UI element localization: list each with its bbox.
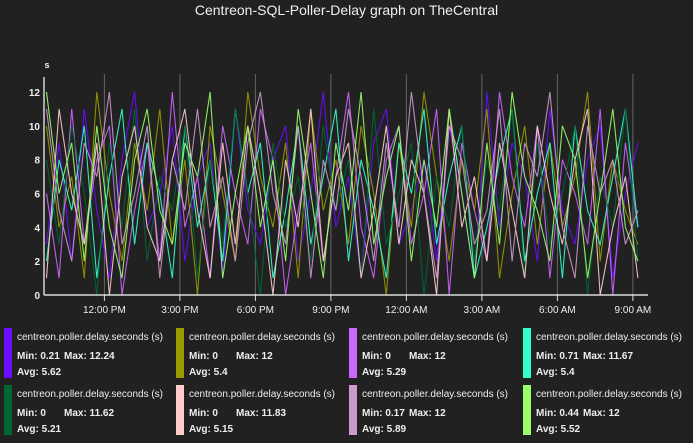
legend-max: Max: 12.24 [64, 351, 115, 362]
legend-color-swatch [176, 328, 184, 378]
legend-series-name: centreon.poller.delay.seconds (s) [17, 389, 164, 400]
legend-color-swatch [523, 328, 531, 378]
legend-series-name: centreon.poller.delay.seconds (s) [189, 389, 336, 400]
legend-series-name: centreon.poller.delay.seconds (s) [362, 389, 509, 400]
legend-max: Max: 12 [583, 408, 620, 419]
y-tick-label: 0 [34, 291, 40, 302]
x-tick-label: 12:00 PM [83, 305, 126, 316]
legend-series-name: centreon.poller.delay.seconds (s) [536, 389, 683, 400]
legend-item[interactable]: centreon.poller.delay.seconds (s) Min: 0.… [349, 385, 519, 435]
legend-min: Min: 0 [17, 408, 46, 419]
legend-min: Min: 0.17 [362, 408, 405, 419]
legend-avg: Avg: 5.4 [536, 367, 575, 378]
series-line-8 [45, 91, 639, 279]
chart-plot: 12:00 PM 3:00 PM 6:00 PM 9:00 PM 12:00 AM 3:0… [29, 60, 652, 316]
legend-min: Min: 0 [189, 351, 218, 362]
y-tick-label: 6 [34, 190, 40, 201]
legend-avg: Avg: 5.4 [189, 367, 228, 378]
legend-max: Max: 12 [409, 351, 446, 362]
legend-max: Max: 11.62 [64, 408, 115, 419]
legend-item[interactable]: centreon.poller.delay.seconds (s) Min: 0.… [4, 328, 174, 378]
legend-color-swatch [4, 328, 12, 378]
legend-color-swatch [4, 385, 12, 435]
x-tick-label: 9:00 PM [312, 305, 349, 316]
y-tick-label: 4 [34, 223, 40, 234]
legend-max: Max: 12 [409, 408, 446, 419]
y-tick-label: 2 [34, 257, 40, 268]
y-tick-label: 12 [29, 88, 41, 99]
legend-min: Min: 0 [189, 408, 218, 419]
legend-color-swatch [176, 385, 184, 435]
x-tick-label: 9:00 AM [615, 305, 652, 316]
legend-item[interactable]: centreon.poller.delay.seconds (s) Min: 0.… [523, 328, 693, 378]
legend-item[interactable]: centreon.poller.delay.seconds (s) Min: 0.… [523, 385, 693, 435]
legend-max: Max: 12 [236, 351, 273, 362]
x-tick-label: 6:00 AM [539, 305, 576, 316]
legend-item[interactable]: centreon.poller.delay.seconds (s) Min: 0 M… [176, 385, 346, 435]
legend-min: Min: 0.21 [17, 351, 60, 362]
legend-avg: Avg: 5.15 [189, 424, 234, 435]
legend-avg: Avg: 5.89 [362, 424, 407, 435]
x-tick-label: 12:00 AM [385, 305, 427, 316]
y-tick-label: 8 [34, 156, 40, 167]
legend-min: Min: 0.44 [536, 408, 579, 419]
legend-item[interactable]: centreon.poller.delay.seconds (s) Min: 0 M… [176, 328, 346, 378]
x-tick-label: 3:00 AM [464, 305, 501, 316]
legend-avg: Avg: 5.62 [17, 367, 62, 378]
x-tick-label: 3:00 PM [161, 305, 198, 316]
legend-item[interactable]: centreon.poller.delay.seconds (s) Min: 0 M… [4, 385, 174, 435]
legend-max: Max: 11.67 [583, 351, 634, 362]
legend-series-name: centreon.poller.delay.seconds (s) [17, 332, 164, 343]
legend-min: Min: 0.71 [536, 351, 579, 362]
y-axis-unit-label: s [44, 60, 49, 70]
legend-series-name: centreon.poller.delay.seconds (s) [362, 332, 509, 343]
x-tick-label: 6:00 PM [237, 305, 274, 316]
legend-series-name: centreon.poller.delay.seconds (s) [189, 332, 336, 343]
chart-title: Centreon-SQL-Poller-Delay graph on TheCe… [194, 2, 499, 18]
legend-min: Min: 0 [362, 351, 391, 362]
series-line-3 [45, 91, 639, 296]
legend-avg: Avg: 5.29 [362, 367, 407, 378]
legend-item[interactable]: centreon.poller.delay.seconds (s) Min: 0 M… [349, 328, 519, 378]
legend-series-name: centreon.poller.delay.seconds (s) [536, 332, 683, 343]
legend-color-swatch [349, 328, 357, 378]
y-tick-label: 10 [29, 122, 41, 133]
series-line-7 [45, 91, 639, 279]
legend-color-swatch [523, 385, 531, 435]
legend-color-swatch [349, 385, 357, 435]
legend-avg: Avg: 5.52 [536, 424, 581, 435]
legend-avg: Avg: 5.21 [17, 424, 62, 435]
legend-max: Max: 11.83 [236, 408, 287, 419]
series-line-2 [45, 91, 639, 296]
